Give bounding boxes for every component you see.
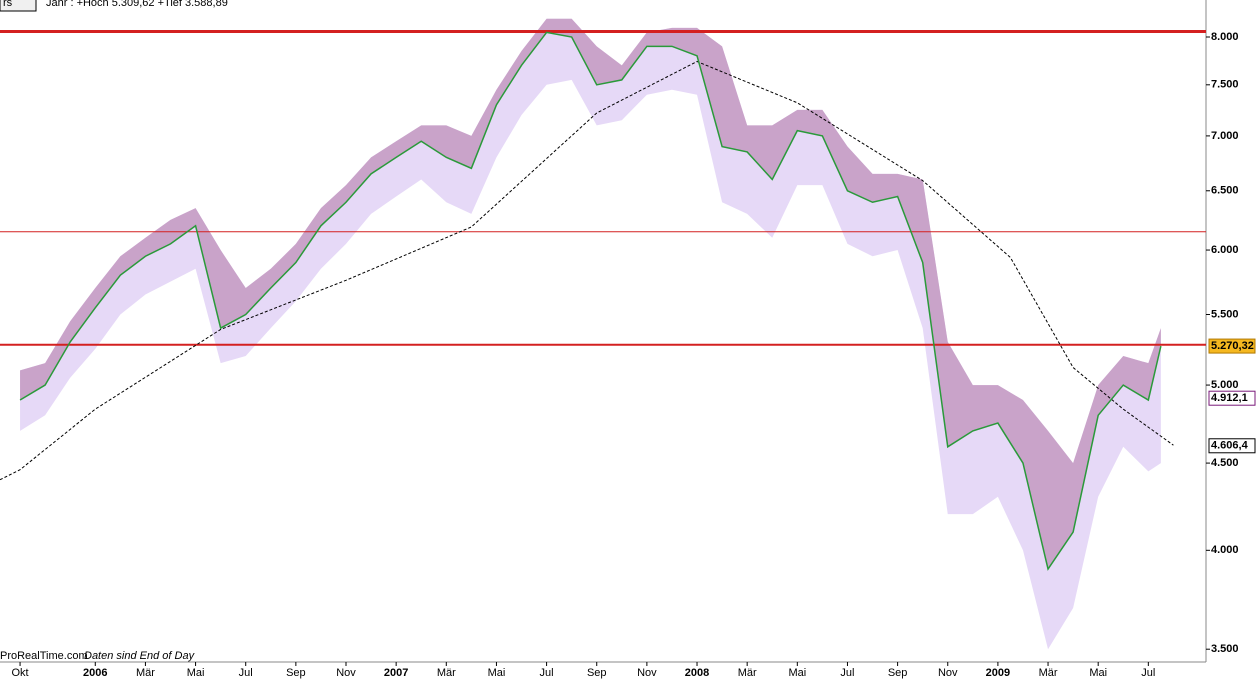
- y-tick-label: 5.000: [1211, 379, 1239, 391]
- value-box: [1208, 390, 1256, 406]
- y-tick-label: 3.500: [1211, 643, 1239, 655]
- y-tick-label: 6.000: [1211, 244, 1239, 256]
- header: Jahr : +Hoch 5.309,62 +Tief 3.588,89: [46, 0, 228, 9]
- footer: ProRealTime.com: [0, 650, 88, 662]
- y-tick-label: 4.500: [1211, 457, 1239, 469]
- x-tick-label: Mär: [136, 667, 155, 679]
- x-tick-label: 2006: [83, 667, 107, 679]
- footer-note: Daten sind End of Day: [84, 650, 196, 662]
- upper-band: [20, 18, 1161, 570]
- x-tick-label: 2007: [384, 667, 408, 679]
- x-tick-label: Mai: [788, 667, 806, 679]
- value-box-label: 4.912,1: [1211, 392, 1248, 404]
- x-tick-label: Nov: [336, 667, 356, 679]
- x-tick-label: Mär: [437, 667, 456, 679]
- value-box-label: 4.606,4: [1211, 440, 1249, 452]
- x-tick-label: Mär: [1039, 667, 1058, 679]
- value-box: [1208, 338, 1256, 354]
- x-tick-label: Sep: [286, 667, 306, 679]
- x-tick-label: Jul: [239, 667, 253, 679]
- x-tick-label: Mai: [488, 667, 506, 679]
- x-tick-label: Sep: [587, 667, 607, 679]
- y-tick-label: 7.500: [1211, 79, 1239, 91]
- corner-label: rs: [3, 0, 13, 9]
- x-tick-label: Sep: [888, 667, 908, 679]
- x-tick-label: 2008: [685, 667, 709, 679]
- y-tick-label: 7.000: [1211, 130, 1239, 142]
- corner-box[interactable]: [0, 0, 37, 12]
- y-tick-label: 5.500: [1211, 308, 1239, 320]
- value-box-label: 5.270,32: [1211, 340, 1254, 352]
- x-tick-label: Jul: [840, 667, 854, 679]
- x-tick-label: 2009: [986, 667, 1010, 679]
- y-tick-label: 4.000: [1211, 544, 1239, 556]
- x-tick-label: Mär: [738, 667, 757, 679]
- y-tick-label: 6.500: [1211, 185, 1239, 197]
- x-tick-label: Jul: [540, 667, 554, 679]
- y-tick-label: 8.000: [1211, 31, 1239, 43]
- x-tick-label: Mai: [187, 667, 205, 679]
- x-tick-label: Nov: [938, 667, 958, 679]
- x-tick-label: Jul: [1141, 667, 1155, 679]
- price-line: [19, 31, 1162, 571]
- x-tick-label: Nov: [637, 667, 657, 679]
- x-tick-label: Okt: [11, 667, 28, 679]
- value-box: [1208, 438, 1256, 454]
- x-tick-label: Mai: [1089, 667, 1107, 679]
